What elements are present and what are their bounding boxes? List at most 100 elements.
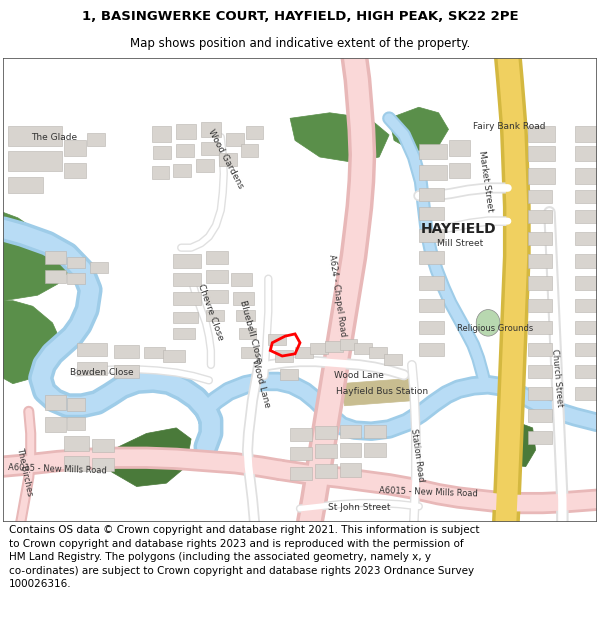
- Bar: [201, 141, 219, 155]
- Bar: [575, 232, 597, 246]
- Bar: [206, 270, 228, 283]
- Polygon shape: [3, 301, 62, 384]
- Bar: [528, 299, 553, 312]
- Polygon shape: [104, 428, 191, 486]
- Polygon shape: [389, 107, 449, 151]
- Bar: [528, 210, 553, 223]
- Bar: [77, 361, 107, 375]
- Bar: [226, 132, 244, 146]
- Bar: [528, 431, 553, 444]
- Bar: [152, 126, 172, 141]
- Bar: [575, 146, 597, 161]
- Bar: [419, 165, 446, 180]
- Bar: [219, 152, 236, 166]
- Bar: [419, 188, 443, 201]
- Bar: [231, 273, 253, 286]
- Bar: [310, 342, 328, 354]
- Bar: [325, 341, 343, 352]
- Bar: [280, 369, 298, 381]
- Bar: [87, 132, 105, 146]
- Bar: [528, 409, 553, 422]
- Bar: [575, 126, 597, 141]
- Bar: [245, 126, 263, 139]
- Bar: [44, 270, 67, 283]
- Text: Fairy Bank Road: Fairy Bank Road: [473, 121, 545, 131]
- Bar: [315, 464, 337, 478]
- Bar: [340, 424, 361, 438]
- Text: The Glade: The Glade: [31, 132, 77, 142]
- Bar: [77, 342, 107, 356]
- Bar: [206, 290, 228, 303]
- Bar: [340, 463, 361, 476]
- Polygon shape: [290, 112, 389, 162]
- Bar: [275, 351, 293, 361]
- Bar: [315, 444, 337, 458]
- Text: Contains OS data © Crown copyright and database right 2021. This information is : Contains OS data © Crown copyright and d…: [9, 525, 479, 589]
- Text: Church Street: Church Street: [550, 349, 565, 408]
- Bar: [575, 387, 597, 400]
- Bar: [64, 456, 89, 471]
- Bar: [290, 447, 312, 460]
- Bar: [176, 144, 194, 157]
- Bar: [67, 273, 85, 284]
- Bar: [114, 365, 139, 378]
- Bar: [173, 164, 191, 177]
- Text: Market Street: Market Street: [478, 150, 495, 213]
- Bar: [419, 276, 443, 290]
- Text: Bowden Close: Bowden Close: [70, 368, 134, 377]
- Bar: [206, 251, 228, 264]
- Bar: [364, 424, 386, 438]
- Bar: [67, 398, 85, 411]
- Polygon shape: [3, 213, 67, 301]
- Bar: [370, 347, 387, 358]
- Text: A624 - Chapel Road: A624 - Chapel Road: [328, 254, 348, 337]
- Text: Station Road: Station Road: [409, 428, 425, 483]
- Bar: [528, 321, 553, 334]
- Polygon shape: [498, 422, 536, 467]
- Bar: [233, 292, 254, 305]
- Bar: [206, 309, 224, 321]
- Bar: [575, 210, 597, 223]
- Text: Hayfield Bus Station: Hayfield Bus Station: [336, 387, 428, 396]
- Bar: [340, 443, 361, 457]
- Text: HAYFIELD: HAYFIELD: [421, 222, 496, 236]
- Bar: [528, 365, 553, 378]
- Bar: [528, 168, 556, 184]
- Bar: [241, 144, 259, 157]
- Bar: [528, 387, 553, 400]
- Text: A6015 - New Mills Road: A6015 - New Mills Road: [8, 462, 107, 475]
- Bar: [419, 251, 443, 264]
- Text: Bluebell Close: Bluebell Close: [238, 299, 263, 364]
- Bar: [236, 309, 256, 321]
- Bar: [290, 467, 312, 480]
- Polygon shape: [340, 378, 419, 406]
- Bar: [173, 328, 195, 339]
- Bar: [419, 207, 443, 220]
- Text: Wood Lane: Wood Lane: [250, 358, 271, 409]
- Bar: [92, 458, 114, 471]
- Bar: [163, 351, 185, 361]
- Bar: [268, 334, 286, 345]
- Text: 1, BASINGWERKE COURT, HAYFIELD, HIGH PEAK, SK22 2PE: 1, BASINGWERKE COURT, HAYFIELD, HIGH PEA…: [82, 9, 518, 22]
- Bar: [44, 395, 67, 410]
- Bar: [528, 146, 556, 161]
- Bar: [340, 339, 358, 351]
- Bar: [173, 273, 201, 286]
- Text: Wood Lane: Wood Lane: [334, 371, 385, 381]
- Bar: [173, 312, 198, 323]
- Bar: [419, 321, 443, 334]
- Bar: [44, 417, 67, 432]
- Bar: [290, 428, 312, 441]
- Bar: [114, 345, 139, 358]
- Circle shape: [476, 309, 500, 336]
- Bar: [152, 166, 169, 179]
- Bar: [419, 229, 443, 242]
- Bar: [67, 417, 85, 430]
- Bar: [90, 262, 108, 273]
- Bar: [64, 141, 86, 156]
- Bar: [355, 342, 372, 354]
- Bar: [419, 144, 446, 159]
- Bar: [92, 439, 114, 452]
- Bar: [575, 276, 597, 290]
- Bar: [173, 292, 201, 305]
